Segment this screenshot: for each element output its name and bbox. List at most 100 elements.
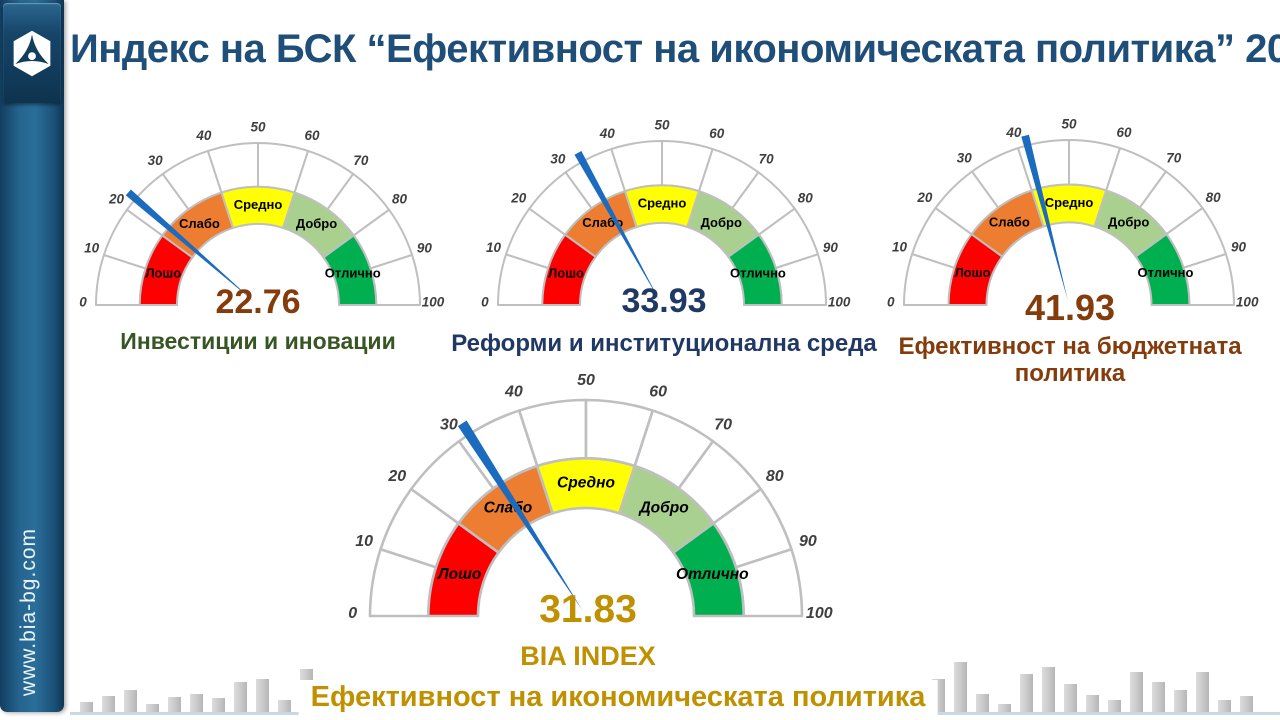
footer-bar: [212, 698, 225, 712]
gauge-reforms-caption: Реформи и институционална среда: [451, 330, 877, 357]
gauge-bia-index-subtitle: BIA INDEX: [520, 641, 656, 671]
gauge-band-label: Средно: [1045, 195, 1094, 210]
gauge-scale-label: 0: [887, 295, 895, 310]
footer-bar: [1240, 696, 1253, 712]
footer-bar: [190, 694, 203, 712]
gauge-reforms-value: 33.93: [621, 282, 707, 320]
gauge-band-label: Лошо: [955, 265, 991, 280]
gauge-scale-label: 0: [79, 295, 87, 310]
gauge-needle: [457, 420, 583, 611]
footer-bar: [124, 690, 137, 712]
footer-bars-left: [80, 669, 313, 712]
footer-bar: [1196, 672, 1209, 712]
gauge-scale-label: 100: [1236, 295, 1259, 310]
gauge-scale-label: 60: [305, 128, 321, 143]
gauge-scale-label: 30: [148, 153, 164, 168]
gauge-budget-dial: Лошо Слабо Средно Добро Отлично 0 10 20 30 40 50 60…: [867, 103, 1271, 326]
footer-bar: [278, 700, 291, 712]
gauge-budget-value: 41.93: [1024, 287, 1116, 328]
footer-bar: [1020, 674, 1033, 712]
footer-bar: [102, 696, 115, 712]
gauge-band-label: Лошо: [437, 566, 481, 583]
gauge-band: [672, 522, 745, 618]
footer-bar: [1108, 700, 1121, 712]
footer-bar: [1064, 684, 1077, 712]
gauge-bia-index-caption: Ефективност на икономическата политика: [298, 680, 938, 715]
gauge-scale-label: 60: [649, 383, 667, 400]
gauge-scale-label: 20: [510, 190, 527, 205]
gauge-scale-label: 0: [348, 605, 357, 622]
gauge-band-label: Отлично: [325, 266, 381, 281]
gauge-scale-label: 70: [759, 151, 775, 166]
gauge-band-label: Средно: [557, 474, 615, 491]
gauge-scale-label: 70: [714, 416, 732, 433]
gauge-band-label: Добро: [701, 215, 742, 230]
footer-bar: [1152, 682, 1165, 712]
gauge-band-label: Слабо: [989, 214, 1030, 229]
bia-emblem-icon: [13, 30, 51, 76]
gauge-scale-label: 10: [486, 240, 502, 255]
gauge-bia-index-value: 31.83: [539, 588, 637, 631]
gauge-bia-index-dial: Лошо Слабо Средно Добро Отлично 0 10 20 30 40 50 60…: [318, 350, 854, 637]
gauge-band-label: Средно: [638, 196, 687, 211]
footer-bar: [1130, 672, 1143, 712]
footer-bar: [256, 679, 269, 712]
gauge-scale-label: 70: [1166, 150, 1182, 165]
footer-bar: [168, 697, 181, 712]
gauge-scale-label: 10: [892, 239, 908, 254]
gauge-band: [727, 233, 783, 306]
footer-bar: [1042, 667, 1055, 712]
gauge-scale-label: 30: [550, 151, 566, 166]
gauge-reforms-dial: Лошо Слабо Средно Добро Отлично 0 10 20 30 40 50 60…: [462, 104, 862, 326]
gauge-band: [322, 234, 378, 306]
gauge-scale-label: 50: [1061, 116, 1077, 131]
gauge-band-label: Добро: [1108, 214, 1149, 229]
gauge-scale-label: 20: [387, 468, 406, 485]
gauge-scale-label: 60: [709, 126, 725, 141]
gauge-scale-label: 80: [1206, 190, 1222, 205]
footer-bar: [1086, 695, 1099, 712]
gauge-scale-label: 50: [577, 372, 595, 389]
footer-bar: [1218, 700, 1231, 712]
gauge-needle: [125, 189, 255, 302]
gauge-scale-label: 30: [957, 150, 973, 165]
sidebar: www.bia-bg.com: [0, 0, 64, 712]
footer-bar: [1174, 690, 1187, 712]
footer-bar: [146, 704, 159, 712]
gauge-band: [1134, 233, 1191, 306]
gauge-scale-label: 90: [417, 240, 433, 255]
gauge-band-label: Слабо: [179, 216, 220, 231]
gauge-scale-label: 100: [828, 295, 851, 310]
gauge-scale-label: 90: [1231, 239, 1247, 254]
gauge-scale-label: 30: [440, 416, 458, 433]
gauge-scale-label: 70: [353, 153, 369, 168]
gauge-scale-label: 100: [422, 295, 445, 310]
gauge-scale-label: 40: [195, 128, 212, 143]
footer-bar: [998, 704, 1011, 712]
gauge-scale-label: 40: [504, 383, 523, 400]
footer-bars-right: [932, 662, 1253, 712]
gauge-scale-label: 0: [481, 295, 489, 310]
gauge-investments-value: 22.76: [215, 283, 301, 321]
gauge-scale-label: 10: [84, 240, 100, 255]
gauge-investments-dial: Лошо Слабо Средно Добро Отлично 0 10 20 30 40 50 60…: [62, 108, 454, 326]
gauge-band-label: Лошо: [145, 266, 181, 281]
gauge-scale-label: 80: [798, 190, 814, 205]
gauge-scale-label: 50: [250, 120, 266, 135]
gauge-needle: [1021, 134, 1068, 301]
gauge-scale-label: 20: [108, 192, 125, 207]
gauge-band-label: Средно: [234, 197, 283, 212]
gauge-needle: [574, 150, 660, 301]
gauge-scale-label: 40: [599, 126, 616, 141]
gauge-band-label: Отлично: [730, 265, 786, 280]
gauge-scale-label: 90: [823, 240, 839, 255]
gauge-scale-label: 60: [1117, 125, 1133, 140]
footer-bar: [954, 662, 967, 712]
gauge-band-label: Слабо: [484, 500, 533, 517]
website-url: www.bia-bg.com: [17, 527, 40, 696]
gauge-band-label: Добро: [637, 500, 688, 517]
footer-bar: [234, 682, 247, 712]
gauge-band-label: Отлично: [1138, 265, 1194, 280]
gauge-scale-label: 40: [1005, 125, 1022, 140]
